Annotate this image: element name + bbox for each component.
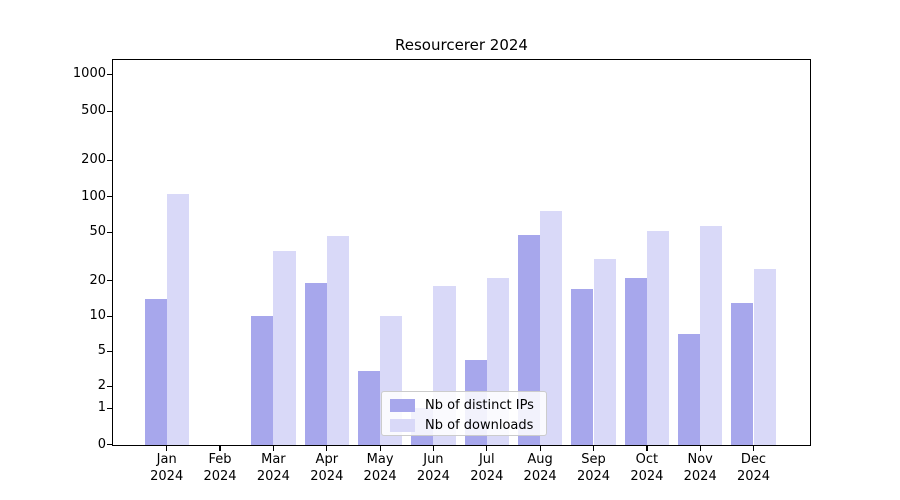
bar-distinct-ips-jan (144, 299, 167, 445)
y-tick-label: 5 (97, 343, 106, 358)
bar-distinct-ips-nov (678, 334, 701, 445)
x-tick-mark (326, 446, 328, 451)
y-tick-mark (107, 280, 112, 282)
y-tick-mark (107, 159, 112, 162)
y-tick-label: 1 (97, 400, 106, 416)
y-tick-mark (107, 73, 112, 76)
bar-distinct-ips-apr (304, 283, 327, 445)
y-tick-label: 20 (89, 272, 106, 288)
bar-downloads-oct (646, 231, 670, 445)
bar-downloads-sep (593, 259, 616, 445)
x-tick-label: Mar 2024 (256, 452, 290, 484)
y-tick-mark (107, 385, 112, 388)
x-tick-mark (539, 446, 541, 451)
x-tick-label: Dec 2024 (736, 452, 771, 484)
x-tick-label: Jul 2024 (470, 452, 504, 484)
bar-distinct-ips-mar (251, 316, 274, 445)
x-tick-label: Jun 2024 (416, 452, 450, 484)
y-tick-label: 50 (89, 224, 106, 240)
legend-row-distinct-ips: Nb of distinct IPs (390, 397, 534, 413)
x-tick-mark (486, 446, 488, 451)
bar-downloads-dec (753, 268, 776, 445)
x-tick-mark (699, 446, 701, 451)
bar-downloads-jan (166, 194, 189, 445)
legend-label-distinct-ips: Nb of distinct IPs (425, 397, 534, 413)
y-tick-label: 100 (81, 188, 106, 204)
x-tick-label: Feb 2024 (203, 452, 237, 484)
x-tick-label: Aug 2024 (523, 452, 557, 484)
y-tick-label: 200 (81, 152, 106, 168)
y-tick-mark (107, 350, 112, 352)
y-tick-label: 500 (81, 103, 106, 118)
y-tick-mark (107, 407, 112, 410)
x-tick-label: Oct 2024 (630, 452, 664, 484)
y-tick-label: 1000 (72, 66, 106, 82)
bar-downloads-mar (273, 251, 296, 445)
legend-row-downloads: Nb of downloads (390, 417, 534, 433)
x-tick-label: Nov 2024 (683, 452, 717, 484)
legend: Nb of distinct IPs Nb of downloads (381, 391, 547, 436)
x-tick-label: Apr 2024 (310, 452, 344, 484)
y-tick-mark (107, 196, 112, 198)
x-tick-label: Sep 2024 (576, 452, 611, 484)
x-tick-mark (166, 446, 168, 451)
y-tick-label: 0 (97, 436, 106, 452)
x-tick-mark (379, 446, 381, 451)
x-tick-mark (752, 446, 755, 451)
legend-label-downloads: Nb of downloads (425, 417, 534, 433)
y-tick-mark (107, 110, 112, 112)
chart-title: Resourcerer 2024 (395, 36, 528, 54)
bar-distinct-ips-oct (624, 278, 647, 445)
y-tick-mark (107, 444, 112, 446)
downloads-swatch-icon (390, 418, 415, 432)
bar-downloads-aug (540, 211, 563, 445)
x-tick-mark (646, 446, 648, 451)
x-tick-mark (219, 446, 221, 451)
x-tick-mark (272, 446, 275, 451)
x-tick-mark (592, 446, 595, 451)
y-tick-mark (107, 231, 112, 234)
y-tick-mark (107, 315, 112, 318)
bar-distinct-ips-may (357, 370, 381, 445)
x-tick-label: Jan 2024 (150, 452, 184, 484)
bar-distinct-ips-sep (571, 289, 594, 445)
y-tick-label: 2 (97, 378, 106, 394)
bar-distinct-ips-dec (731, 302, 754, 445)
distinct-ips-swatch-icon (390, 398, 415, 412)
bar-downloads-apr (326, 235, 349, 445)
x-tick-label: May 2024 (363, 452, 397, 484)
x-tick-mark (432, 446, 435, 451)
y-tick-label: 10 (89, 308, 106, 324)
bar-downloads-nov (700, 225, 723, 445)
